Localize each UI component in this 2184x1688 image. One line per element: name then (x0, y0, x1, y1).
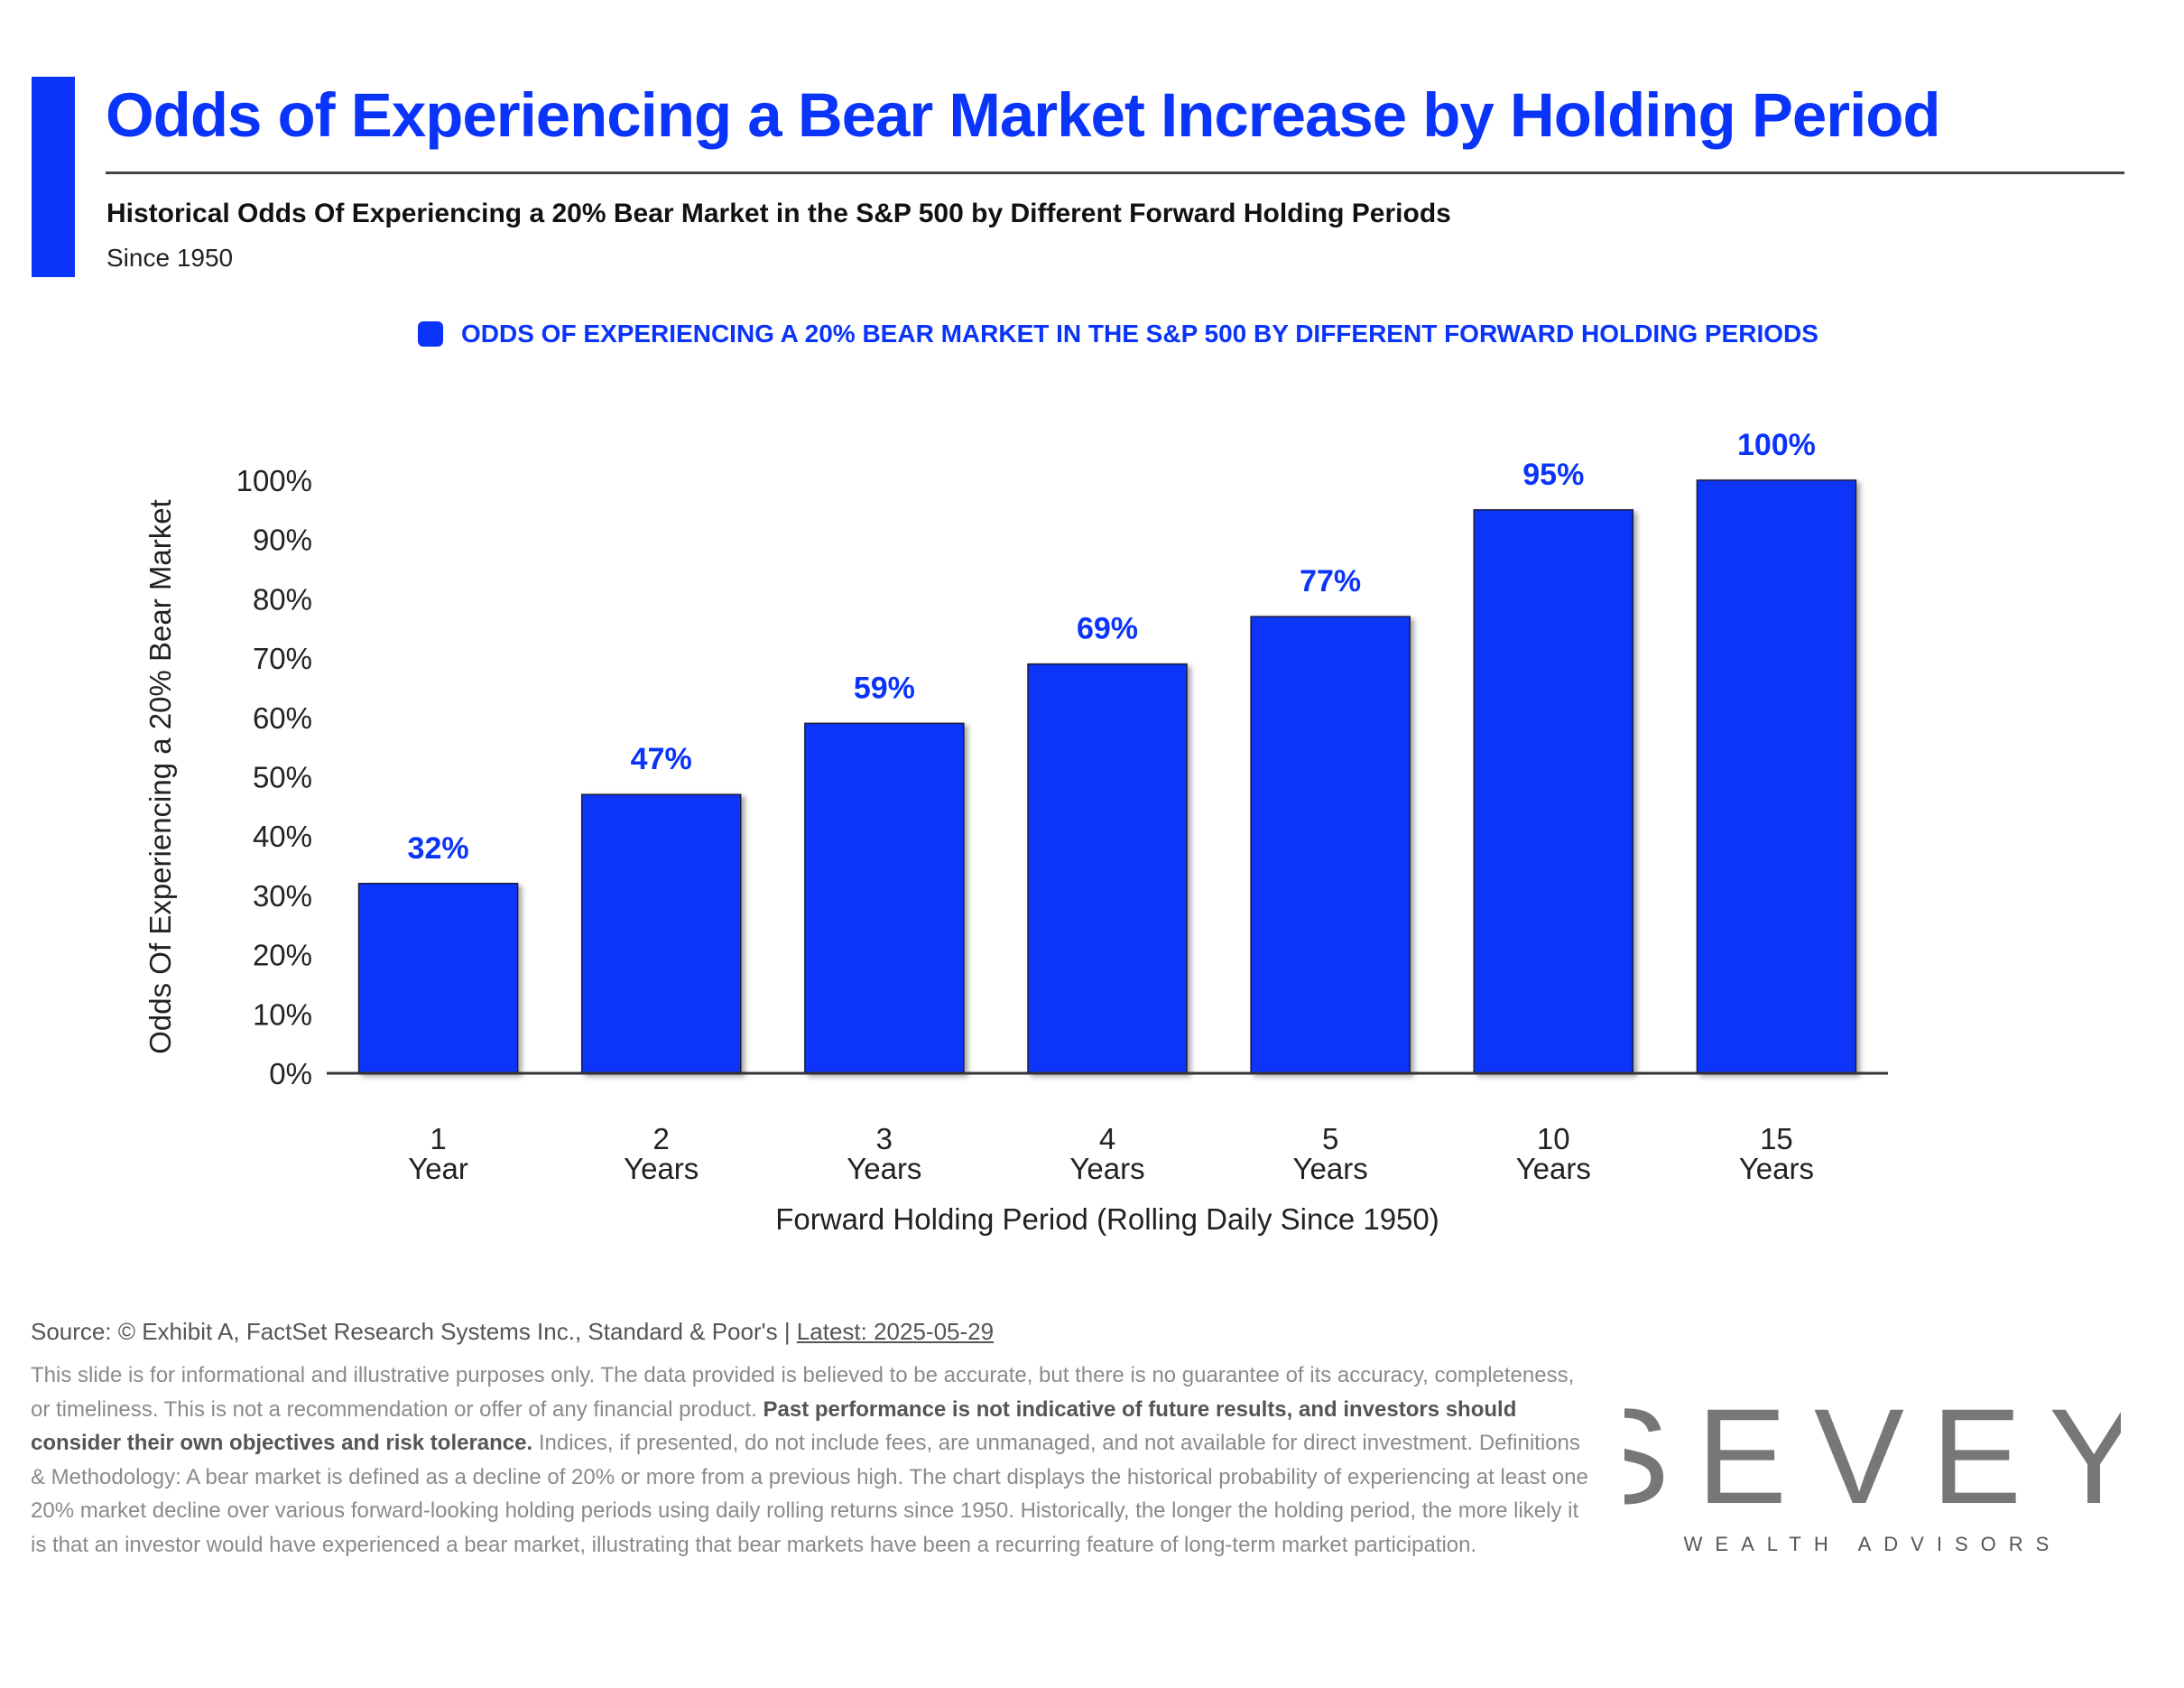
bar-chart: 0% 10% 20% 30% 40% 50% 60% 70% 80% 90% 100% Odds Of… (143, 428, 1888, 1236)
bar (580, 793, 742, 1074)
bar (1027, 663, 1188, 1074)
bar-data-label: 95% (1522, 458, 1584, 492)
x-axis-title: Forward Holding Period (Rolling Daily Si… (775, 1202, 1439, 1236)
bar-data-label: 59% (854, 671, 915, 705)
bar (357, 883, 519, 1074)
legend-swatch (418, 321, 443, 347)
x-tick-number: 15 (1760, 1122, 1793, 1155)
y-tick-label: 100% (236, 464, 312, 497)
y-tick-label: 50% (253, 761, 312, 794)
x-tick-unit: Years (1739, 1152, 1814, 1185)
x-tick-unit: Year (408, 1152, 468, 1185)
latest-date-link[interactable]: Latest: 2025-05-29 (796, 1318, 995, 1345)
bar (1696, 479, 1857, 1074)
y-tick-label: 20% (253, 939, 312, 972)
bar (1250, 616, 1411, 1074)
y-tick-label: 40% (253, 820, 312, 853)
y-tick-label: 10% (253, 997, 312, 1031)
disclaimer-bold: Past performance is not indicative of fu… (31, 1396, 1517, 1456)
legend-label: ODDS OF EXPERIENCING A 20% BEAR MARKET I… (461, 320, 1818, 348)
y-tick-label: 90% (253, 524, 312, 557)
title-accent-bar (32, 77, 75, 277)
x-tick-unit: Years (1293, 1152, 1368, 1185)
since-label: Since 1950 (106, 244, 234, 272)
bar (804, 722, 965, 1074)
bar-data-label: 32% (408, 831, 469, 866)
x-tick-number: 2 (653, 1122, 670, 1155)
bar-data-label: 47% (631, 742, 692, 776)
y-axis-title: Odds Of Experiencing a 20% Bear Market (143, 499, 177, 1053)
sevey-logo: SEVEY WEALTH ADVISORS (1624, 1380, 2121, 1555)
chart-legend: ODDS OF EXPERIENCING A 20% BEAR MARKET I… (418, 320, 1818, 348)
y-tick-label: 70% (253, 642, 312, 675)
disclaimer-text-1: This slide is for informational and illu… (31, 1363, 1575, 1422)
disclaimer-text-2: Indices, if presented, do not include fe… (31, 1431, 1588, 1557)
y-tick-label: 80% (253, 582, 312, 616)
y-tick-label: 60% (253, 701, 312, 735)
x-tick-number: 5 (1322, 1122, 1338, 1155)
x-tick-number: 4 (1099, 1122, 1115, 1155)
x-tick-number: 1 (430, 1122, 446, 1155)
chart-subtitle: Historical Odds Of Experiencing a 20% Be… (106, 199, 1451, 228)
y-tick-label: 30% (253, 879, 312, 913)
x-tick-number: 10 (1537, 1122, 1570, 1155)
x-tick-unit: Years (624, 1152, 699, 1185)
y-tick-label: 0% (269, 1057, 312, 1090)
bar (1473, 509, 1634, 1074)
bar-data-label: 77% (1300, 564, 1361, 598)
logo-brand: SEVEY (1624, 1380, 2121, 1532)
x-tick-number: 3 (876, 1122, 893, 1155)
x-tick-unit: Years (1516, 1152, 1591, 1185)
x-tick-unit: Years (847, 1152, 921, 1185)
bar-data-label: 100% (1737, 428, 1816, 462)
page-title: Odds of Experiencing a Bear Market Incre… (106, 80, 1941, 150)
source-text: Source: © Exhibit A, FactSet Research Sy… (31, 1318, 797, 1345)
title-divider (106, 172, 2124, 174)
disclaimer: This slide is for informational and illu… (31, 1359, 1592, 1562)
bar-data-label: 69% (1077, 612, 1138, 646)
logo-tagline: WEALTH ADVISORS (1684, 1533, 2062, 1555)
x-tick-unit: Years (1069, 1152, 1144, 1185)
source-line: Source: © Exhibit A, FactSet Research Sy… (31, 1318, 994, 1346)
